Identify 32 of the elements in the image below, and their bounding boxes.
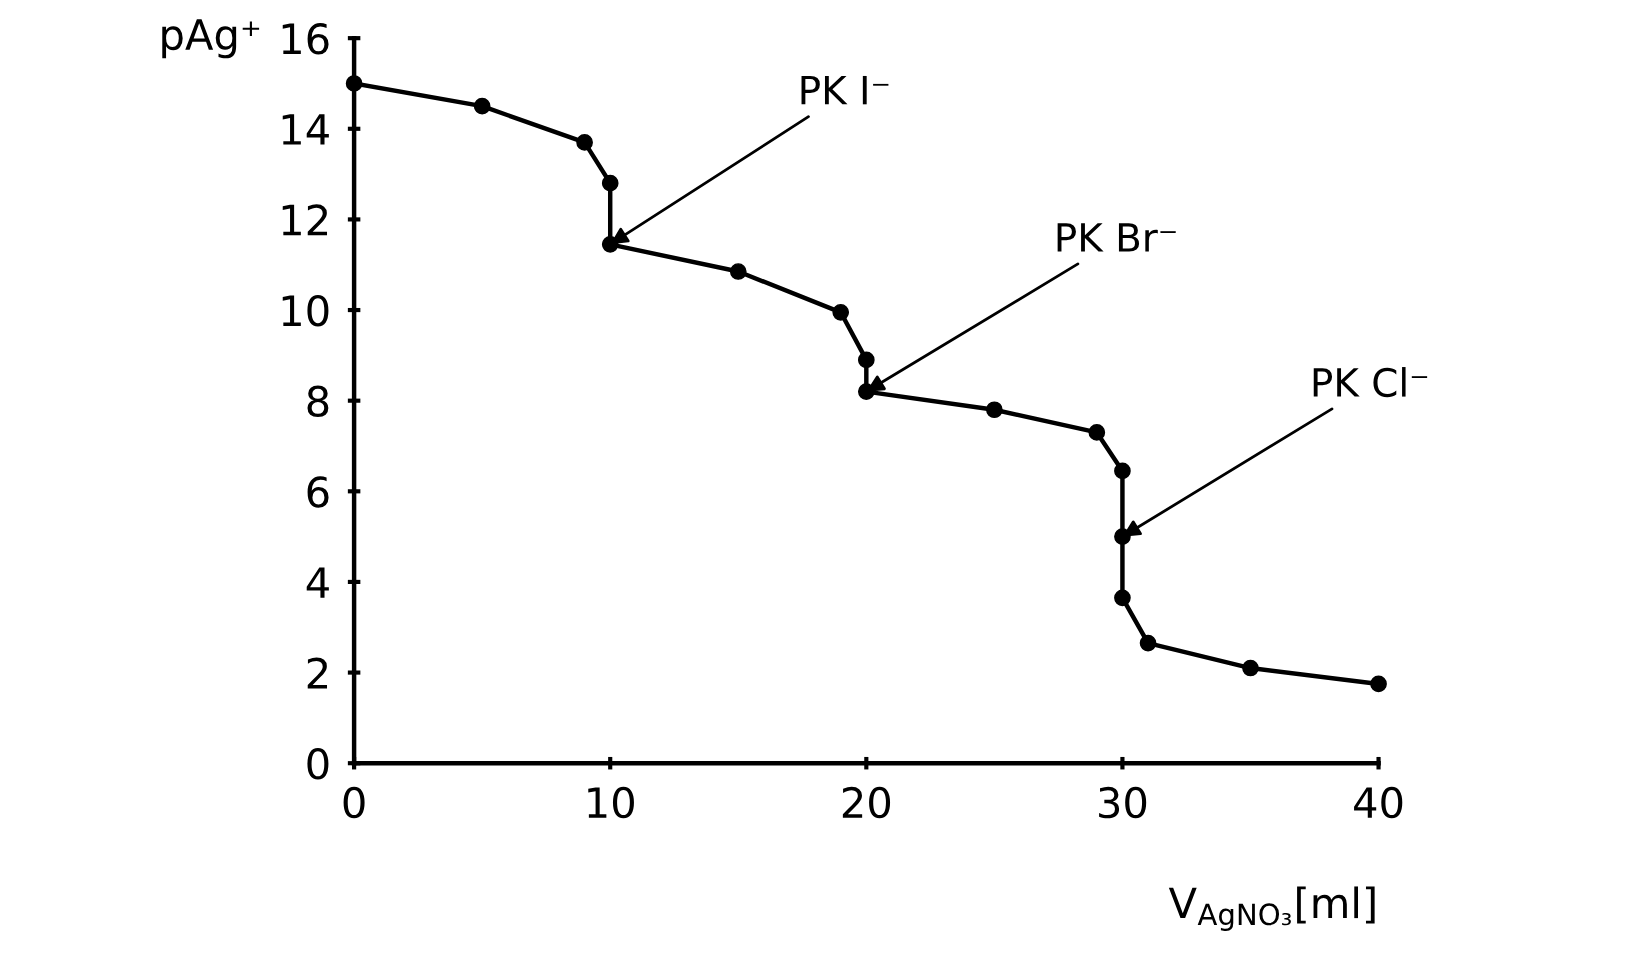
annotation: PK Cl⁻ <box>1313 367 1428 398</box>
point <box>1088 424 1106 441</box>
point <box>832 303 850 321</box>
y-tick-label: 10 <box>282 294 329 327</box>
annotation: PK Br⁻ <box>1057 223 1176 252</box>
point <box>1139 634 1157 652</box>
x-tick-label: 30 <box>1099 786 1147 819</box>
point <box>729 263 747 280</box>
y-tick-label: 6 <box>307 476 329 508</box>
x-tick-label: 20 <box>842 786 891 819</box>
x-tick-label: 10 <box>588 786 634 819</box>
point <box>1242 659 1259 677</box>
y-tick-label: 4 <box>306 567 329 598</box>
x-tick-label: 40 <box>1354 786 1403 819</box>
y-tick-label: 14 <box>282 114 329 145</box>
point <box>986 401 1003 419</box>
y-tick-label: 16 <box>282 23 329 55</box>
y-axis-title: pAg⁺ <box>162 19 260 59</box>
y-tick-label: 2 <box>307 657 328 689</box>
point <box>1370 675 1387 693</box>
x-axis-title: V$_{AgNO₃}$[ml] <box>1168 886 1375 932</box>
point <box>1114 589 1131 607</box>
point <box>857 351 875 369</box>
y-tick-label: 8 <box>307 385 329 418</box>
annotation: PK I⁻ <box>801 75 889 105</box>
point <box>576 134 593 151</box>
point <box>601 174 619 192</box>
y-tick-label: 0 <box>307 748 329 780</box>
point <box>473 97 491 115</box>
y-tick-label: 12 <box>282 204 328 236</box>
point <box>1114 462 1131 480</box>
x-tick-label: 0 <box>343 786 365 819</box>
